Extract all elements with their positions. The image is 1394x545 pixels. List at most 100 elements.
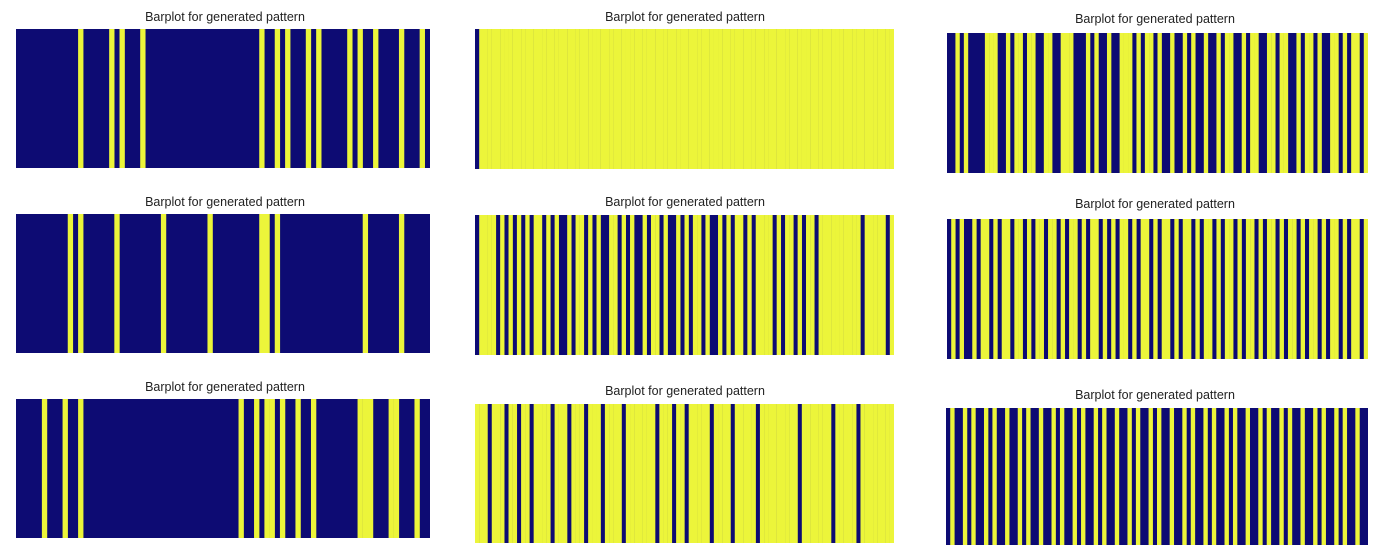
heatmap-cell-48 bbox=[1148, 408, 1153, 545]
heatmap-cell-53 bbox=[1170, 33, 1175, 173]
heatmap-cell-65 bbox=[747, 29, 752, 169]
heatmap-cell-68 bbox=[759, 29, 765, 169]
heatmap-cell-1 bbox=[950, 408, 955, 545]
heatmap-cell-45 bbox=[1136, 33, 1141, 173]
heatmap-cell-12 bbox=[525, 404, 530, 543]
barcode-plot bbox=[475, 215, 894, 355]
heatmap-cell-65 bbox=[747, 215, 752, 355]
heatmap-cell-86 bbox=[1309, 219, 1314, 359]
heatmap-cell-66 bbox=[751, 29, 756, 169]
heatmap-cell-93 bbox=[864, 215, 870, 355]
heatmap-cell-17 bbox=[1018, 219, 1023, 359]
heatmap-cell-73 bbox=[393, 399, 400, 538]
heatmap-cell-99 bbox=[1363, 33, 1368, 173]
heatmap-cell-11 bbox=[992, 408, 997, 545]
heatmap-cell-22 bbox=[567, 215, 572, 355]
heatmap-cell-18 bbox=[550, 29, 555, 169]
heatmap-cell-53 bbox=[697, 29, 702, 169]
heatmap-cell-2 bbox=[955, 33, 960, 173]
heatmap-cell-76 bbox=[793, 404, 798, 543]
heatmap-cell-50 bbox=[274, 29, 281, 168]
heatmap-cell-14 bbox=[1005, 408, 1010, 545]
heatmap-cell-20 bbox=[1031, 33, 1036, 173]
heatmap-cell-73 bbox=[1254, 33, 1259, 173]
heatmap-cell-4 bbox=[962, 408, 968, 545]
heatmap-cell-5 bbox=[495, 404, 501, 543]
heatmap-cell-43 bbox=[655, 215, 660, 355]
heatmap-cell-44 bbox=[1132, 219, 1137, 359]
heatmap-cell-57 bbox=[713, 404, 719, 543]
heatmap-cell-40 bbox=[642, 29, 647, 169]
heatmap-cell-79 bbox=[1279, 219, 1284, 359]
heatmap-cell-79 bbox=[1279, 408, 1284, 545]
heatmap-cell-50 bbox=[1157, 33, 1162, 173]
heatmap-cell-69 bbox=[1237, 219, 1242, 359]
heatmap-cell-14 bbox=[1005, 219, 1011, 359]
chart-panel-r2c1: Barplot for generated pattern bbox=[0, 185, 450, 366]
heatmap-cell-41 bbox=[646, 29, 652, 169]
heatmap-cell-93 bbox=[864, 404, 870, 543]
heatmap-cell-67 bbox=[755, 29, 761, 169]
heatmap-cell-92 bbox=[860, 404, 865, 543]
heatmap-cell-93 bbox=[864, 29, 870, 169]
heatmap-cell-77 bbox=[1271, 33, 1276, 173]
heatmap-cell-16 bbox=[542, 29, 547, 169]
heatmap-cell-19 bbox=[554, 29, 559, 169]
heatmap-cell-58 bbox=[718, 404, 723, 543]
heatmap-cell-53 bbox=[1169, 408, 1175, 545]
heatmap-cell-92 bbox=[1334, 219, 1339, 359]
heatmap-cell-97 bbox=[1355, 219, 1360, 359]
heatmap-cell-71 bbox=[1245, 408, 1250, 545]
heatmap-cell-16 bbox=[1014, 33, 1019, 173]
chart-title: Barplot for generated pattern bbox=[1075, 388, 1235, 402]
heatmap-cell-99 bbox=[889, 215, 894, 355]
heatmap-cell-6 bbox=[971, 408, 976, 545]
heatmap-cell-57 bbox=[713, 29, 719, 169]
heatmap-cell-35 bbox=[1094, 33, 1099, 173]
heatmap-cell-97 bbox=[1355, 408, 1360, 545]
heatmap-cell-48 bbox=[676, 29, 681, 169]
heatmap-cell-66 bbox=[357, 399, 363, 538]
heatmap-cell-14 bbox=[533, 404, 538, 543]
heatmap-cell-69 bbox=[764, 404, 769, 543]
heatmap-cell-74 bbox=[1258, 408, 1263, 545]
heatmap-cell-85 bbox=[831, 215, 836, 355]
heatmap-cell-32 bbox=[609, 29, 614, 169]
heatmap-cell-84 bbox=[826, 29, 832, 169]
heatmap-cell-57 bbox=[310, 399, 317, 538]
heatmap-cell-19 bbox=[114, 214, 120, 353]
heatmap-cell-66 bbox=[1224, 33, 1230, 173]
heatmap-cell-69 bbox=[373, 29, 379, 168]
heatmap-cell-57 bbox=[1186, 219, 1192, 359]
heatmap-cell-97 bbox=[881, 215, 886, 355]
heatmap-cell-10 bbox=[516, 29, 522, 169]
heatmap-cell-5 bbox=[41, 399, 48, 538]
heatmap-cell-22 bbox=[567, 29, 572, 169]
heatmap-cell-33 bbox=[1085, 33, 1091, 173]
heatmap-cell-74 bbox=[785, 215, 790, 355]
heatmap-cell-66 bbox=[357, 29, 363, 168]
chart-title: Barplot for generated pattern bbox=[145, 380, 305, 394]
heatmap-cell-67 bbox=[362, 214, 369, 353]
heatmap-cell-54 bbox=[295, 399, 301, 538]
heatmap-cell-9 bbox=[984, 219, 990, 359]
heatmap-cell-55 bbox=[705, 29, 710, 169]
heatmap-cell-20 bbox=[119, 29, 125, 168]
heatmap-cell-74 bbox=[785, 404, 790, 543]
heatmap-cell-97 bbox=[881, 29, 886, 169]
heatmap-cell-88 bbox=[843, 29, 849, 169]
heatmap-cell-91 bbox=[856, 215, 861, 355]
heatmap-cell-36 bbox=[625, 29, 631, 169]
heatmap-cell-58 bbox=[718, 215, 723, 355]
heatmap-cell-7 bbox=[504, 29, 509, 169]
heatmap-cell-94 bbox=[1342, 408, 1348, 545]
heatmap-cell-74 bbox=[1258, 219, 1263, 359]
heatmap-cell-9 bbox=[62, 399, 68, 538]
heatmap-cell-91 bbox=[856, 29, 861, 169]
heatmap-cell-96 bbox=[1351, 219, 1356, 359]
heatmap-cell-92 bbox=[1334, 33, 1339, 173]
heatmap-cell-35 bbox=[1093, 408, 1099, 545]
heatmap-cell-31 bbox=[604, 404, 610, 543]
heatmap-cell-1 bbox=[479, 215, 484, 355]
heatmap-cell-82 bbox=[818, 29, 823, 169]
